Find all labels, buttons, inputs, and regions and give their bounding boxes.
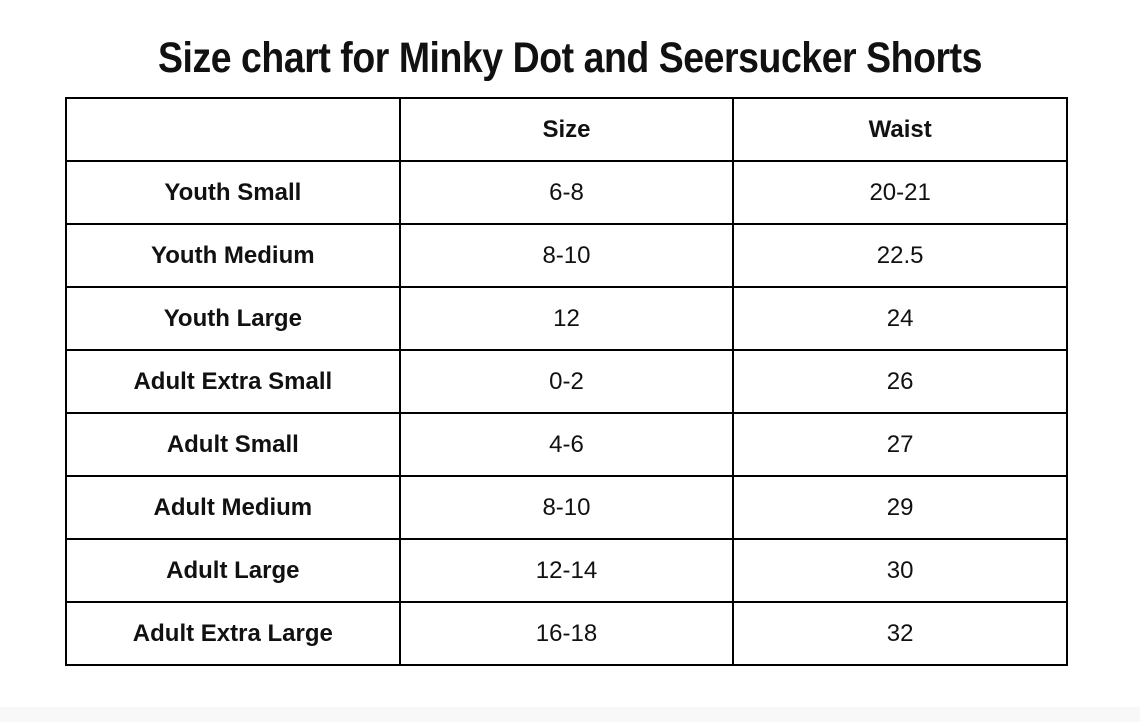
footer-strip xyxy=(0,707,1140,722)
row-label-cell: Youth Medium xyxy=(65,223,401,288)
waist-cell: 24 xyxy=(732,286,1068,351)
header-row: Size Waist xyxy=(65,97,1068,162)
row-label-cell: Adult Extra Small xyxy=(65,349,401,414)
size-cell: 12-14 xyxy=(398,538,735,603)
waist-cell: 20-21 xyxy=(732,160,1068,225)
header-cell-waist: Waist xyxy=(732,97,1068,162)
row-label-cell: Adult Large xyxy=(65,538,401,603)
size-chart-table: Size Waist Youth Small 6-8 20-21 Youth M… xyxy=(65,97,1068,666)
table-row: Adult Small 4-6 27 xyxy=(65,412,1068,477)
header-cell-blank xyxy=(65,97,401,162)
row-label-cell: Adult Medium xyxy=(65,475,401,540)
table-row: Adult Large 12-14 30 xyxy=(65,538,1068,603)
waist-cell: 30 xyxy=(732,538,1068,603)
table-row: Youth Small 6-8 20-21 xyxy=(65,160,1068,225)
waist-cell: 26 xyxy=(732,349,1068,414)
waist-cell: 29 xyxy=(732,475,1068,540)
table-body: Youth Small 6-8 20-21 Youth Medium 8-10 … xyxy=(65,160,1068,666)
table-row: Adult Medium 8-10 29 xyxy=(65,475,1068,540)
table-row: Youth Large 12 24 xyxy=(65,286,1068,351)
size-cell: 12 xyxy=(398,286,735,351)
size-cell: 4-6 xyxy=(398,412,735,477)
row-label-cell: Adult Extra Large xyxy=(65,601,401,666)
table-row: Adult Extra Small 0-2 26 xyxy=(65,349,1068,414)
table-row: Adult Extra Large 16-18 32 xyxy=(65,601,1068,666)
waist-cell: 27 xyxy=(732,412,1068,477)
page-title: Size chart for Minky Dot and Seersucker … xyxy=(157,34,983,82)
table-header: Size Waist xyxy=(65,97,1068,162)
table-row: Youth Medium 8-10 22.5 xyxy=(65,223,1068,288)
size-cell: 0-2 xyxy=(398,349,735,414)
row-label-cell: Youth Small xyxy=(65,160,401,225)
size-cell: 16-18 xyxy=(398,601,735,666)
header-cell-size: Size xyxy=(398,97,735,162)
row-label-cell: Adult Small xyxy=(65,412,401,477)
waist-cell: 22.5 xyxy=(732,223,1068,288)
waist-cell: 32 xyxy=(732,601,1068,666)
size-cell: 8-10 xyxy=(398,223,735,288)
size-cell: 6-8 xyxy=(398,160,735,225)
size-cell: 8-10 xyxy=(398,475,735,540)
row-label-cell: Youth Large xyxy=(65,286,401,351)
